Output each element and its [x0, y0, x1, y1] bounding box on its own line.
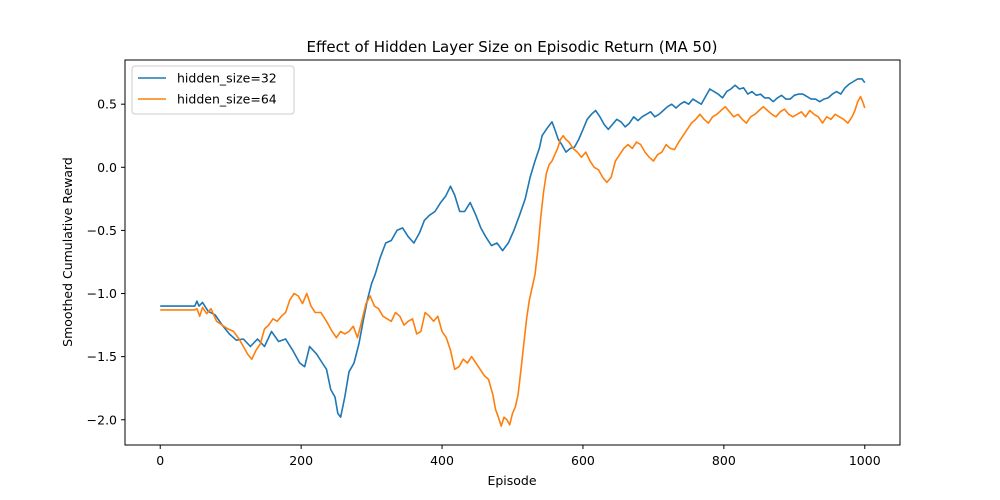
x-tick-label: 400: [430, 453, 454, 468]
y-tick-label: −1.5: [87, 349, 117, 364]
legend-box: [131, 65, 295, 115]
x-tick-label: 0: [156, 453, 164, 468]
plot-frame: [124, 59, 901, 446]
x-axis: 0 200 400 600 800 1000: [156, 445, 881, 468]
y-tick-label: −1.0: [87, 286, 117, 301]
legend-label-1: hidden_size=32: [177, 71, 277, 86]
legend: hidden_size=32 hidden_size=64: [131, 65, 295, 115]
x-axis-label: Episode: [487, 473, 536, 488]
x-tick-label: 1000: [849, 453, 881, 468]
plot-area: [160, 78, 866, 427]
y-tick-label: 0.0: [97, 160, 117, 175]
y-tick-label: 0.5: [97, 97, 117, 112]
series-line-2: [160, 95, 866, 427]
y-axis: −2.0 −1.5 −1.0 −0.5 0.0 0.5: [87, 97, 125, 427]
y-tick-label: −2.0: [87, 412, 117, 427]
series-line-1: [160, 78, 866, 418]
chart-title: Effect of Hidden Layer Size on Episodic …: [307, 38, 718, 56]
x-tick-label: 200: [289, 453, 313, 468]
y-axis-label: Smoothed Cumulative Reward: [60, 157, 75, 347]
x-tick-label: 600: [571, 453, 595, 468]
legend-label-2: hidden_size=64: [177, 92, 277, 107]
y-tick-label: −0.5: [87, 223, 117, 238]
x-tick-label: 800: [712, 453, 736, 468]
